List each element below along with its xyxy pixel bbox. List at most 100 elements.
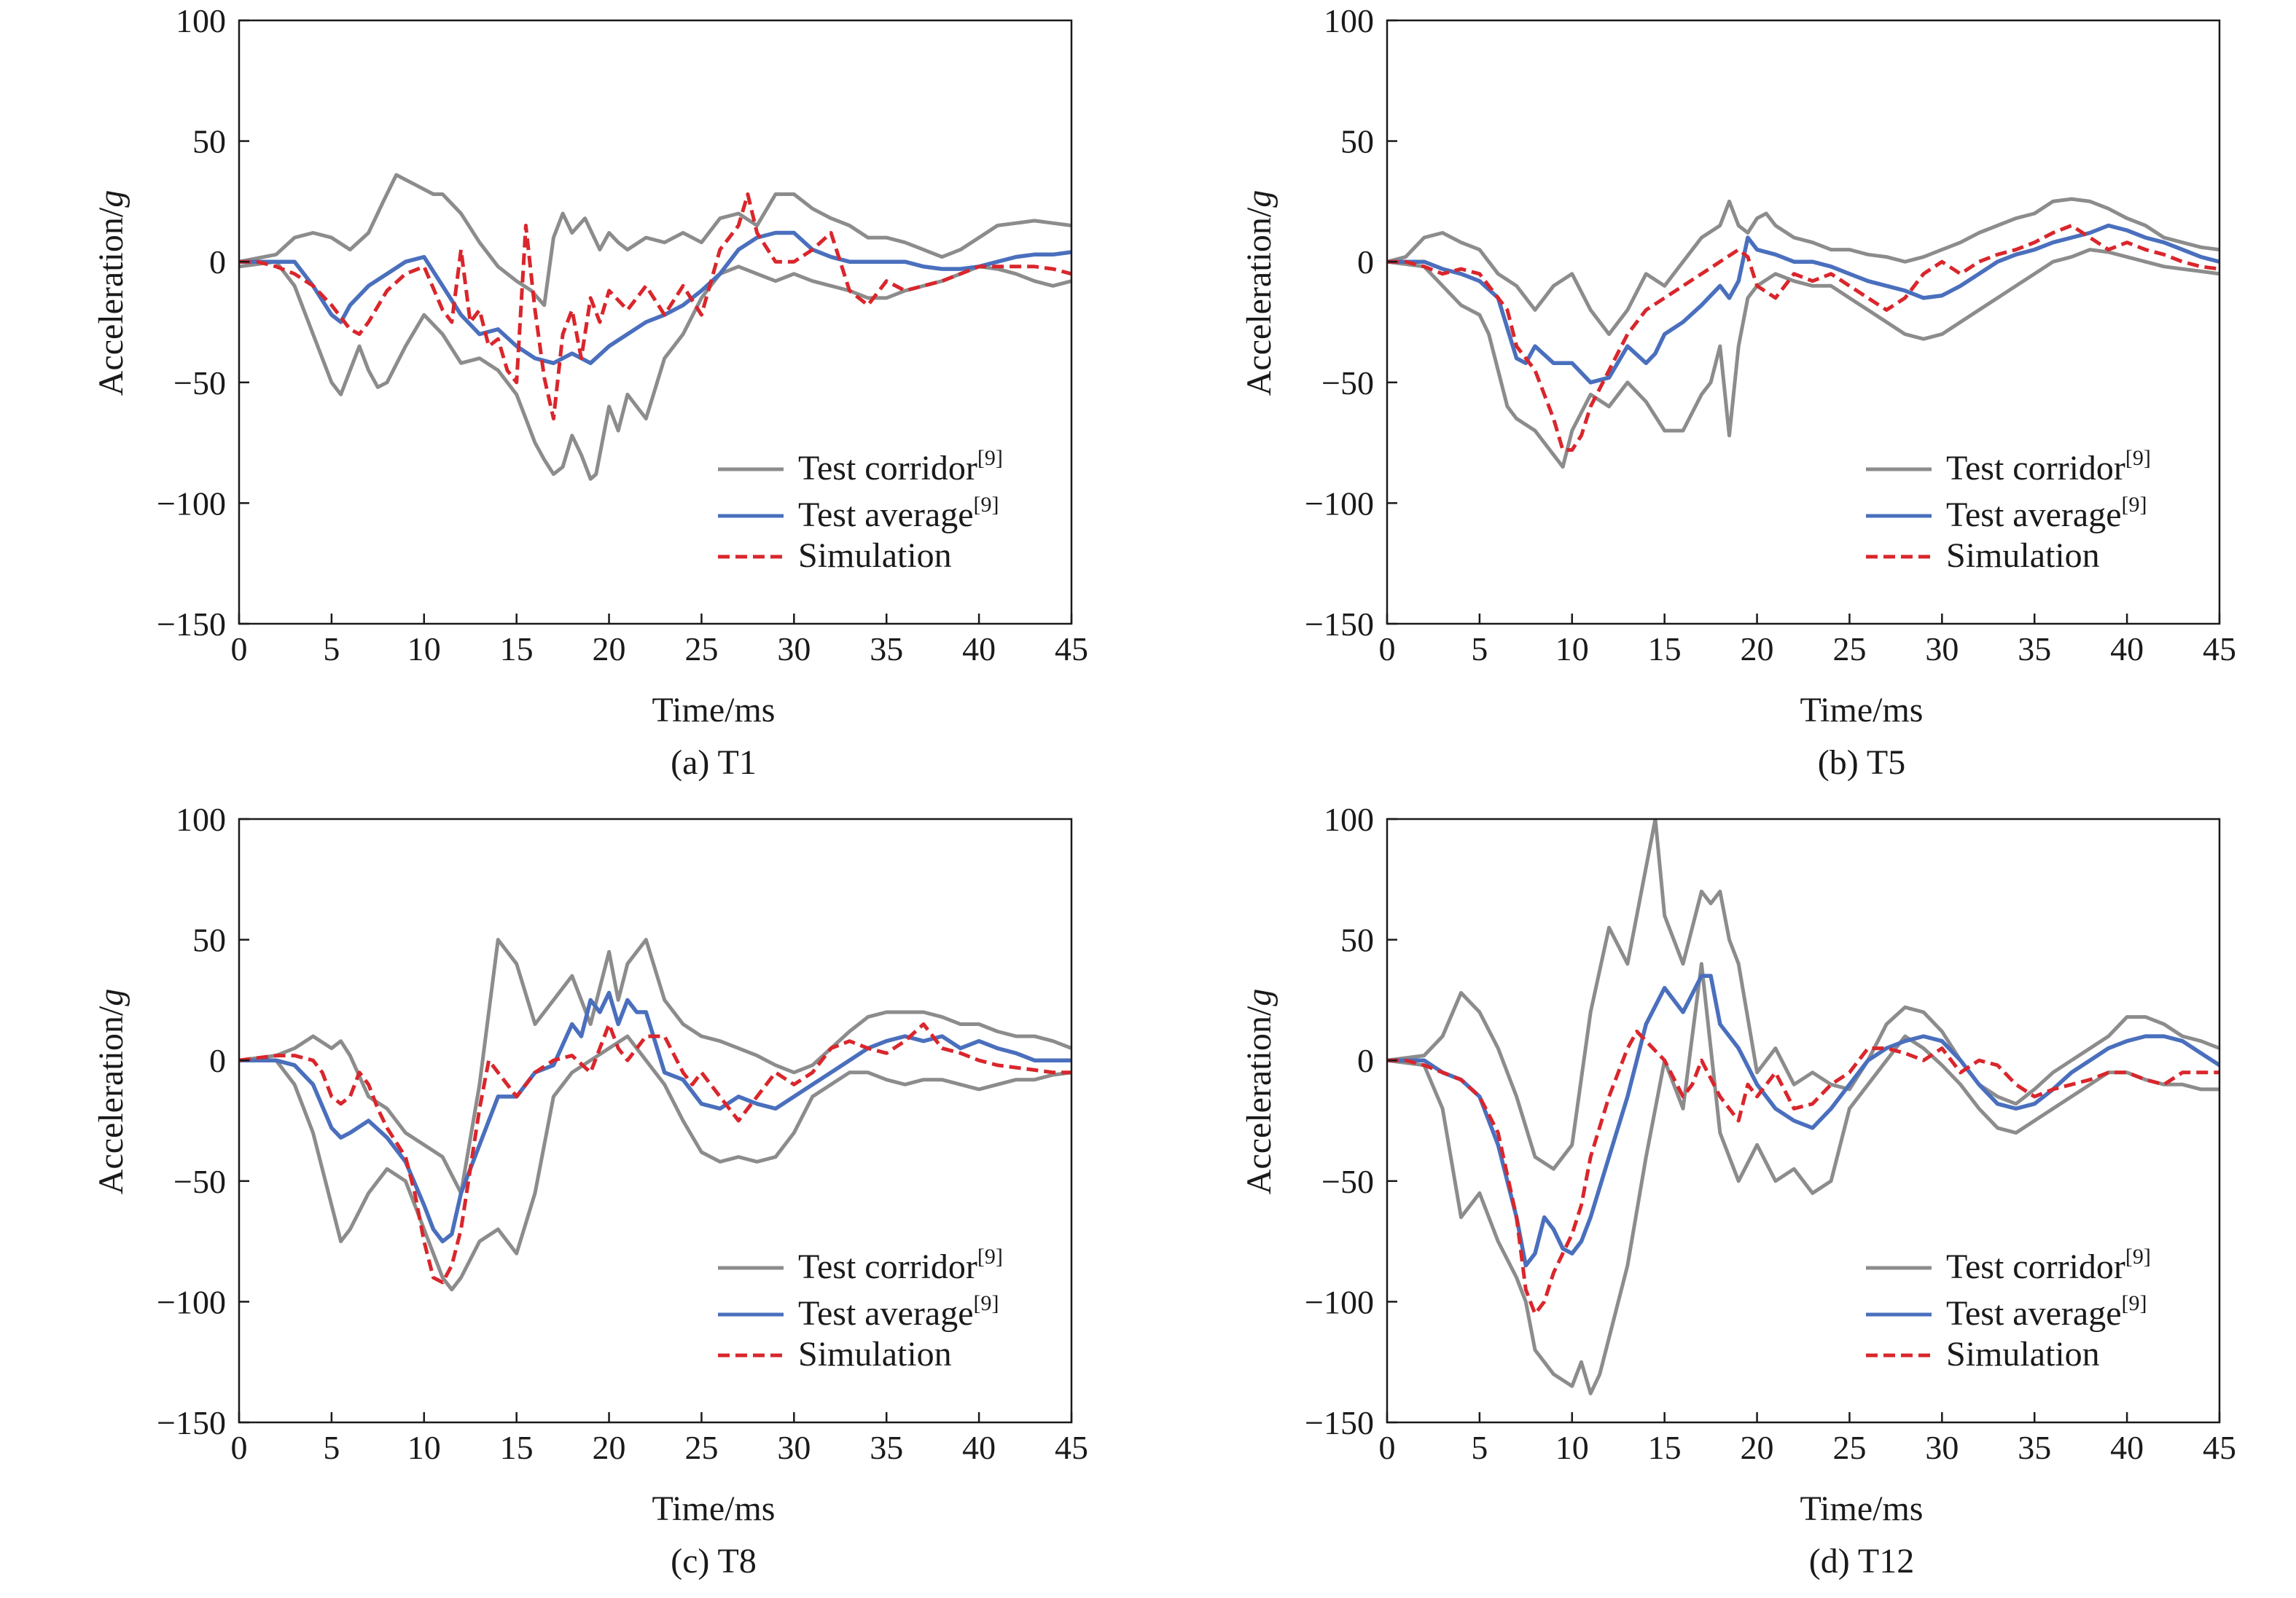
series-group: [1387, 197, 2219, 469]
x-tick-label: 25: [1832, 1429, 1866, 1466]
y-tick-label: −100: [157, 1283, 226, 1320]
series-corridor-upper: [1387, 197, 2219, 337]
series-group: [1387, 819, 2219, 1395]
y-tick-label: 100: [176, 801, 226, 838]
x-tick-label: 20: [593, 1429, 626, 1466]
y-tick-label: −150: [157, 1404, 226, 1441]
legend-corridor-label: Test corridor[9]: [1946, 1245, 2151, 1286]
series-simulation: [239, 1022, 1071, 1285]
chart-t1: 0 5 10 15 20 25 30 35 40 45 100 50 0 −50 −100 −150 Time/…: [92, 2, 1088, 782]
x-tick-label: 5: [323, 630, 340, 667]
legend-corridor-label: Test corridor[9]: [1946, 446, 2151, 487]
x-axis-label: Time/ms: [1800, 691, 1924, 729]
x-tick-label: 35: [2018, 630, 2051, 667]
legend-corridor-ref: [9]: [977, 1245, 1003, 1269]
x-tick-label: 10: [407, 1429, 441, 1466]
legend-average-text: Test average: [1946, 1294, 2122, 1333]
series-corridor-lower: [239, 1034, 1071, 1292]
x-tick-label: 35: [870, 630, 903, 667]
legend-corridor-text: Test corridor: [1946, 449, 2125, 487]
legend-simulation-label: Simulation: [798, 536, 952, 575]
series-corridor-lower: [239, 259, 1071, 481]
series-simulation: [1387, 1030, 2219, 1316]
y-tick-label: −150: [1305, 606, 1374, 643]
x-tick-label: 5: [1471, 1429, 1488, 1466]
y-tick-label: −150: [1305, 1404, 1374, 1441]
legend-average-text: Test average: [798, 1294, 974, 1333]
x-tick-label: 5: [323, 1429, 340, 1466]
legend-simulation-label: Simulation: [1946, 1335, 2100, 1374]
legend-average-label: Test average[9]: [1946, 493, 2147, 534]
series-corridor-upper: [239, 938, 1071, 1195]
plot-frame: [1386, 818, 2221, 1424]
x-tick-label: 10: [1555, 1429, 1589, 1466]
y-tick-label: 100: [176, 2, 226, 39]
legend-corridor-label: Test corridor[9]: [798, 446, 1003, 487]
panel-t12: 0 5 10 15 20 25 30 35 40 45 100 50 0 −50 −100 −150 Time/…: [1148, 799, 2296, 1597]
x-tick-label: 20: [593, 630, 626, 667]
y-axis-label: Acceleration/g: [92, 989, 130, 1195]
legend-corridor-ref: [9]: [2125, 1245, 2151, 1269]
y-tick-label: 0: [209, 243, 226, 281]
legend-average-text: Test average: [798, 496, 974, 534]
legend: Test corridor[9] Test average [9] Simulatio…: [718, 1245, 1003, 1374]
y-axis-label-unit: g: [92, 190, 130, 208]
panel-caption: (c) T8: [671, 1542, 757, 1581]
y-tick-label: −50: [1321, 1163, 1374, 1200]
x-tick-label: 0: [1379, 1429, 1396, 1466]
x-tick-label: 40: [962, 1429, 996, 1466]
legend-average-ref: [9]: [974, 493, 999, 517]
x-tick-label: 15: [1648, 1429, 1682, 1466]
chart-t5: 0 5 10 15 20 25 30 35 40 45 100 50 0 −50 −100 −150 Time/…: [1240, 2, 2236, 782]
legend-average-label: Test average[9]: [1946, 1291, 2147, 1333]
series-corridor-upper: [239, 173, 1071, 308]
legend-simulation-text: Simulation: [798, 1335, 952, 1374]
series-group: [239, 938, 1071, 1292]
y-tick-label: −50: [173, 364, 226, 402]
y-axis-label: Acceleration/g: [92, 190, 130, 396]
series-test-average: [239, 230, 1071, 366]
y-axis-label-unit: g: [1240, 190, 1278, 208]
y-axis-label-main: Acceleration/: [92, 1006, 130, 1194]
series-group: [239, 173, 1071, 481]
y-axis-label: Acceleration/g: [1240, 190, 1278, 396]
x-tick-label: 30: [777, 630, 811, 667]
x-tick-label: 10: [407, 630, 441, 667]
x-tick-label: 40: [962, 630, 996, 667]
y-tick-label: −150: [157, 606, 226, 643]
x-tick-label: 5: [1471, 630, 1488, 667]
x-tick-label: 30: [1925, 1429, 1959, 1466]
x-tick-label: 45: [2203, 630, 2236, 667]
y-tick-label: 50: [1340, 123, 1374, 160]
panel-t5: 0 5 10 15 20 25 30 35 40 45 100 50 0 −50 −100 −150 Time/…: [1148, 0, 2296, 799]
panel-t1: 0 5 10 15 20 25 30 35 40 45 100 50 0 −50 −100 −150 Time/…: [0, 0, 1148, 799]
y-axis-label-main: Acceleration/: [1240, 207, 1278, 396]
legend-simulation-text: Simulation: [1946, 1335, 2100, 1374]
chart-t12: 0 5 10 15 20 25 30 35 40 45 100 50 0 −50 −100 −150 Time/…: [1240, 801, 2236, 1581]
chart-t8: 0 5 10 15 20 25 30 35 40 45 100 50 0 −50 −100 −150 Time/…: [92, 801, 1088, 1581]
y-axis-label-unit: g: [1240, 989, 1278, 1006]
legend-corridor-label: Test corridor[9]: [798, 1245, 1003, 1286]
y-tick-label: 0: [1357, 243, 1374, 281]
x-tick-label: 0: [231, 1429, 248, 1466]
y-tick-label: 100: [1324, 2, 1374, 39]
x-tick-label: 0: [231, 630, 248, 667]
legend: Test corridor[9]Test average[9]Simulatio…: [718, 446, 1003, 575]
y-axis-label-unit: g: [92, 989, 130, 1006]
y-tick-label: −50: [1321, 364, 1374, 402]
series-corridor-upper: [1387, 819, 2219, 1171]
x-tick-label: 20: [1741, 1429, 1774, 1466]
x-tick-label: 35: [2018, 1429, 2051, 1466]
y-tick-label: 50: [192, 922, 226, 959]
y-tick-label: −100: [157, 485, 226, 522]
legend-corridor-ref: [9]: [977, 446, 1003, 470]
legend-simulation-label: Simulation: [798, 1335, 952, 1374]
legend: Test corridor[9]Test average[9]Simulatio…: [1866, 1245, 2151, 1374]
legend-corridor-text: Test corridor: [798, 1248, 977, 1286]
series-test-average: [1387, 974, 2219, 1268]
x-tick-label: 45: [2203, 1429, 2236, 1466]
x-tick-label: 25: [1832, 630, 1866, 667]
legend-simulation-text: Simulation: [1946, 536, 2100, 575]
panel-caption: (d) T12: [1809, 1542, 1914, 1581]
